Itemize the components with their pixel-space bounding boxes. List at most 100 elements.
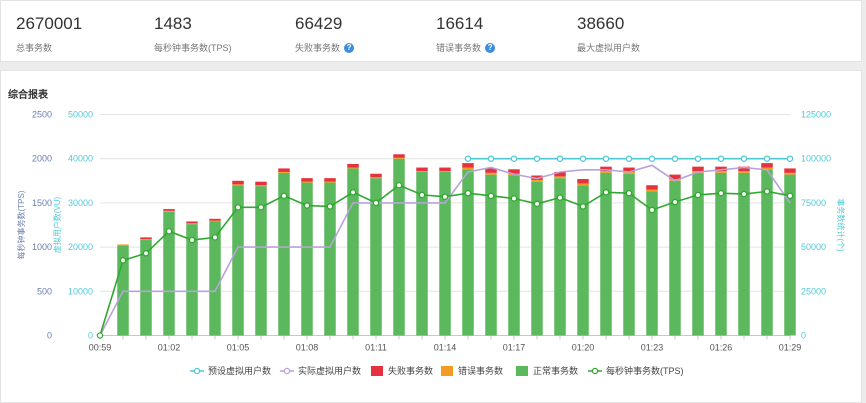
bar-segment <box>163 209 175 211</box>
bar-segment <box>347 167 359 169</box>
series-point <box>418 191 426 199</box>
tx-axis-title: 事务数统计(个) <box>836 198 846 252</box>
tps-tick-label: 2500 <box>32 110 52 120</box>
bar-segment <box>255 181 267 186</box>
stat-value: 2670001 <box>16 14 83 33</box>
series-point <box>211 234 219 241</box>
series-point <box>671 155 679 162</box>
bar-segment <box>416 171 428 172</box>
series-point <box>487 155 495 162</box>
series-point <box>280 192 288 200</box>
vu-tick-label: 30000 <box>68 198 93 208</box>
stat-value: 1483 <box>154 14 192 33</box>
bar-segment <box>600 166 612 172</box>
stat-label: 每秒钟事务数(TPS) <box>154 43 232 53</box>
series-point <box>625 155 633 162</box>
combined-chart: 0500100015002000250001000020000300004000… <box>16 110 846 376</box>
bar-segment <box>646 185 658 190</box>
bar-segment <box>784 174 796 336</box>
tps-tick-label: 0 <box>47 331 52 341</box>
series-point <box>648 155 656 162</box>
bar-segment <box>186 224 198 336</box>
legend-marker <box>591 367 599 375</box>
bar-segment <box>370 178 382 336</box>
series-point <box>763 155 771 162</box>
series-point <box>556 194 564 201</box>
vu-tick-label: 50000 <box>68 110 93 120</box>
bar-segment <box>416 167 428 172</box>
bar-segment <box>738 172 750 336</box>
series-point <box>717 189 725 197</box>
bar-segment <box>117 244 129 246</box>
series-point <box>533 155 541 162</box>
bar-segment <box>140 237 152 240</box>
bar-segment <box>232 185 244 336</box>
bar-segment <box>232 184 244 186</box>
legend-label: 失败事务数 <box>388 365 433 376</box>
x-tick-label: 01:29 <box>779 343 802 353</box>
bar-segment <box>347 168 359 336</box>
series-point <box>96 332 104 339</box>
bar-segment <box>715 171 727 173</box>
bar-segment <box>554 176 566 179</box>
tx-tick-label: 0 <box>801 331 806 341</box>
bar-segment <box>462 163 474 168</box>
series-point <box>165 227 173 235</box>
bar-segment <box>692 166 704 172</box>
bar-segment <box>600 172 612 336</box>
bar-segment <box>646 189 658 192</box>
bar-segment <box>761 167 773 170</box>
series-point <box>464 189 472 197</box>
bar-segment <box>462 167 474 170</box>
series-point <box>188 236 196 244</box>
help-icon[interactable]: ? <box>344 42 355 53</box>
series-point <box>694 191 702 199</box>
bar-segment <box>232 180 244 185</box>
series-point <box>556 155 564 162</box>
bar-segment <box>600 171 612 173</box>
bar-segment <box>416 171 428 336</box>
series-point <box>579 155 587 162</box>
bar-segment <box>439 171 451 336</box>
tx-tick-label: 125000 <box>801 110 831 120</box>
bar-segment <box>370 177 382 179</box>
bar-segment <box>531 179 543 182</box>
stat-label: 总事务数 <box>16 43 53 53</box>
series-point <box>602 155 610 162</box>
series-point <box>648 206 656 214</box>
bar-segment <box>209 218 221 221</box>
bar-segment <box>738 166 750 172</box>
series-point <box>372 199 380 207</box>
bar-segment <box>577 183 589 186</box>
bar-segment <box>761 163 773 168</box>
stats-bar: 2670001 总事务数 1483 每秒钟事务数(TPS) 66429 失败事务… <box>0 0 862 62</box>
series-point <box>740 155 748 162</box>
series-point <box>142 250 150 257</box>
bar-segment <box>646 191 658 336</box>
x-tick-label: 01:26 <box>710 343 733 353</box>
bar-segment <box>186 223 198 225</box>
legend-label: 实际虚拟用户数 <box>298 365 361 376</box>
help-icon[interactable]: ? <box>485 42 496 53</box>
series-point <box>119 257 127 264</box>
legend-label: 正常事务数 <box>533 365 578 376</box>
bar-segment <box>163 211 175 336</box>
series-point <box>510 155 518 162</box>
x-tick-label: 01:14 <box>434 343 457 353</box>
series-point <box>303 202 311 209</box>
x-tick-label: 01:05 <box>227 343 250 353</box>
series-point <box>625 189 633 197</box>
legend-marker <box>193 367 201 375</box>
bar-segment <box>738 171 750 173</box>
bar-segment <box>439 167 451 172</box>
bar-segment <box>255 186 267 336</box>
x-tick-label: 01:17 <box>503 343 526 353</box>
bar-segment <box>462 169 474 336</box>
bar-segment <box>370 173 382 178</box>
legend-swatch <box>441 366 453 376</box>
legend-swatch <box>371 366 383 376</box>
bar-segment <box>439 171 451 172</box>
bar-segment <box>117 245 129 336</box>
bar-segment <box>669 174 681 180</box>
bar-segment <box>278 168 290 172</box>
